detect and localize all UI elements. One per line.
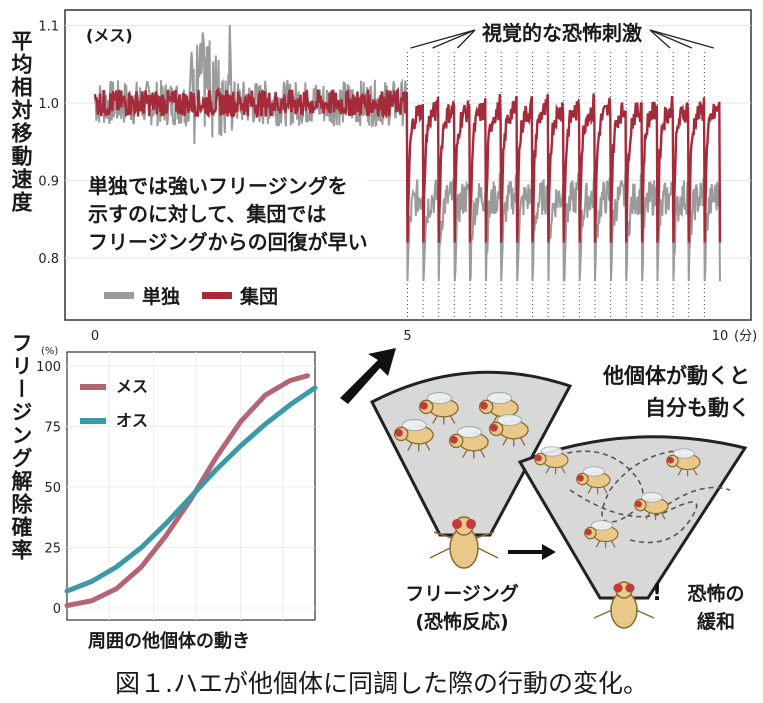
legend-label-solo: 単独 bbox=[142, 286, 181, 308]
bottom-plot-frame bbox=[66, 351, 316, 621]
freeze-label-line-1: フリージング bbox=[405, 583, 519, 605]
freeze-label: フリージング (恐怖反応) bbox=[392, 580, 532, 636]
fly-left-3 bbox=[448, 426, 489, 459]
bot-y-tick-2: 50 bbox=[44, 481, 61, 496]
fly-right-0 bbox=[534, 446, 569, 475]
top-y-tick-2: 0.9 bbox=[38, 175, 59, 190]
alarm-arrow-icon bbox=[340, 348, 396, 404]
top-y-tick-0: 1.1 bbox=[38, 20, 59, 35]
legend-label-male: オス bbox=[116, 411, 149, 430]
fly-right-4 bbox=[584, 520, 619, 549]
stim-arrow-left-1 bbox=[432, 29, 476, 49]
bot-y-tick-0: 100 bbox=[36, 360, 61, 375]
speed-chart: 1.1 1.0 0.9 0.8 0 5 10 (分) bbox=[38, 9, 757, 344]
fly-right-1 bbox=[666, 448, 701, 477]
stimulus-label: 視覚的な恐怖刺激 bbox=[478, 17, 646, 46]
fly-left-1 bbox=[478, 392, 519, 425]
bot-y-tick-4: 0 bbox=[53, 602, 61, 617]
legend-swatch-male bbox=[80, 418, 106, 424]
fly-group-left bbox=[393, 392, 529, 459]
fly-diagram: ! bbox=[340, 348, 748, 629]
bottom-y-axis-label: フリージング解除確率 bbox=[9, 332, 33, 562]
stim-arrow-left-2 bbox=[457, 29, 476, 49]
freezing-fan bbox=[369, 370, 573, 537]
stim-arrow-right-1 bbox=[649, 29, 693, 49]
bot-y-tick-3: 25 bbox=[44, 542, 61, 557]
group-label-line-2: 自分も動く bbox=[645, 396, 750, 420]
transition-arrow-icon bbox=[508, 544, 556, 560]
legend-swatch-female bbox=[80, 384, 106, 390]
legend-swatch-solo bbox=[104, 292, 134, 299]
annotation-line-2: 示すのに対して、集団では bbox=[88, 202, 327, 226]
top-y-axis-label: 平均相対移動速度 bbox=[9, 30, 33, 214]
fly-right-2 bbox=[576, 466, 611, 495]
relieved-fly-icon bbox=[593, 581, 655, 629]
top-series-group bbox=[93, 86, 722, 243]
top-y-tick-1: 1.0 bbox=[38, 97, 59, 112]
sex-label-female: (メス) bbox=[86, 26, 133, 45]
release-probability-chart: 100 75 50 25 0 (%) bbox=[36, 346, 318, 621]
freezing-fly-icon bbox=[429, 516, 499, 569]
bot-series-male bbox=[64, 385, 318, 594]
group-label: 他個体が動くと 自分も動く bbox=[560, 360, 750, 424]
top-x-tick-0: 0 bbox=[91, 329, 99, 344]
freeze-label-line-2: (恐怖反応) bbox=[415, 611, 509, 633]
bot-y-unit: (%) bbox=[41, 346, 58, 357]
annotation-text: 単独では強いフリージングを 示すのに対して、集団では フリージングからの回復が早… bbox=[88, 172, 368, 256]
figure-caption: 図１.ハエが他個体に同調した際の行動の変化。 bbox=[115, 669, 648, 698]
fly-left-2 bbox=[393, 419, 434, 452]
bottom-x-axis-label: 周囲の他個体の動き bbox=[88, 631, 250, 652]
annotation-line-1: 単独では強いフリージングを bbox=[88, 174, 348, 198]
stim-arrow-left-0 bbox=[410, 29, 476, 49]
top-x-tick-1: 5 bbox=[403, 329, 411, 344]
fly-left-0 bbox=[418, 392, 459, 425]
fly-right-3 bbox=[634, 492, 669, 521]
legend-swatch-group bbox=[202, 292, 233, 299]
bot-y-tick-1: 75 bbox=[44, 421, 61, 436]
bottom-legend: メス オス bbox=[80, 370, 148, 438]
annotation-line-3: フリージングからの回復が早い bbox=[88, 230, 368, 254]
top-legend: 単独 集団 bbox=[100, 282, 283, 309]
fly-left-4 bbox=[488, 414, 529, 447]
stim-arrow-right-2 bbox=[649, 29, 714, 49]
relief-label: 恐怖の 緩和 bbox=[676, 580, 756, 636]
stim-arrow-right-0 bbox=[649, 29, 671, 49]
legend-label-female: メス bbox=[116, 377, 149, 396]
fly-trajectories bbox=[549, 449, 731, 544]
relief-label-line-1: 恐怖の bbox=[687, 583, 745, 605]
exclamation-mark: ! bbox=[652, 581, 662, 606]
group-label-line-1: 他個体が動くと bbox=[603, 364, 750, 388]
top-x-unit: (分) bbox=[734, 329, 757, 344]
relief-label-line-2: 緩和 bbox=[696, 611, 735, 633]
legend-label-group: 集団 bbox=[240, 286, 279, 308]
top-series-solo bbox=[94, 24, 721, 282]
fly-group-right bbox=[534, 446, 701, 549]
top-x-tick-2: 10 bbox=[712, 329, 729, 344]
top-y-tick-3: 0.8 bbox=[38, 252, 59, 267]
